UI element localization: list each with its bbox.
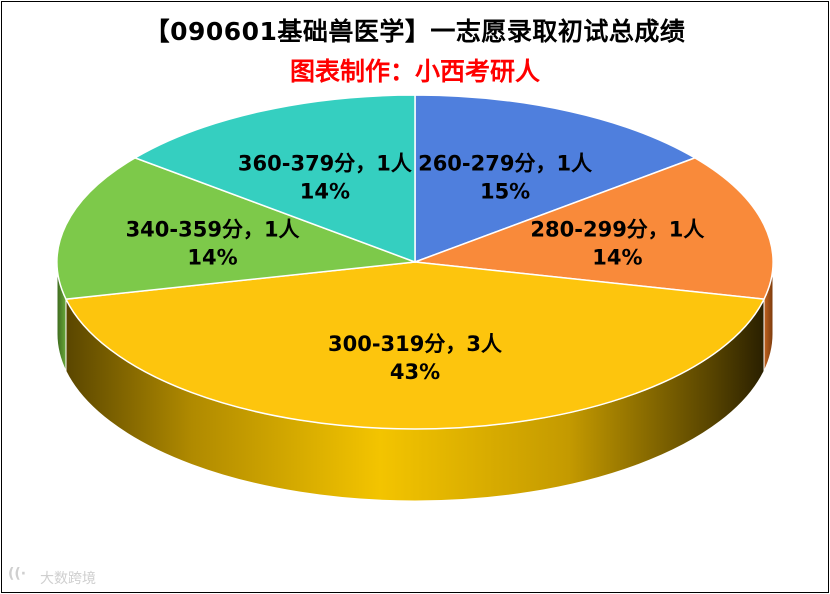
pie-percent-2: 43% xyxy=(390,360,440,384)
pie-slice-2 xyxy=(64,261,766,430)
pie-label-0: 260-279分，1人 xyxy=(418,152,592,176)
pie-label-2: 300-319分，3人 xyxy=(328,332,502,356)
chart-subtitle: 图表制作：小西考研人 xyxy=(289,57,540,86)
pie-slice-0 xyxy=(414,94,697,264)
pie-percent-0: 15% xyxy=(480,180,530,204)
watermark-text: 大数跨境 xyxy=(40,571,96,587)
chart-title: 【090601基础兽医学】一志愿录取初试总成绩 xyxy=(144,17,686,46)
watermark-logo-icon: ((· xyxy=(8,566,27,582)
pie-percent-1: 14% xyxy=(592,245,642,269)
pie-percent-4: 14% xyxy=(300,180,350,204)
pie-slice-3 xyxy=(56,157,416,300)
pie-label-3: 340-359分，1人 xyxy=(126,217,300,241)
pie-percent-3: 14% xyxy=(187,245,237,269)
pie-label-1: 280-299分，1人 xyxy=(530,217,704,241)
pie-slice-1 xyxy=(414,157,774,300)
pie-label-4: 360-379分，1人 xyxy=(238,152,412,176)
pie-slice-4 xyxy=(133,94,416,264)
